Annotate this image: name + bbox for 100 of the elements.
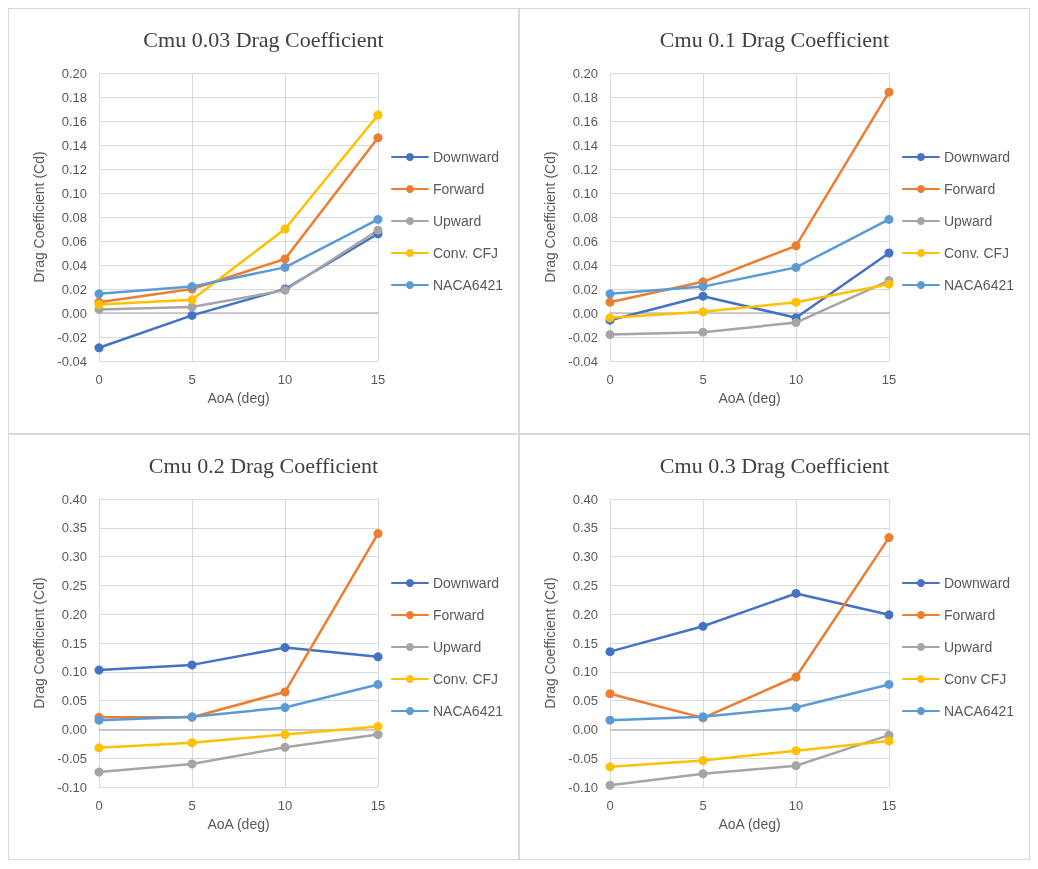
point — [884, 533, 894, 543]
y-tick-label: 0.00 — [61, 305, 87, 321]
y-tick-label: 0.20 — [61, 606, 87, 622]
x-axis-title: AoA (deg) — [207, 816, 270, 832]
y-axis-title: Drag Coefficient (Cd) — [542, 151, 559, 283]
point — [698, 756, 708, 765]
point — [698, 291, 708, 301]
y-tick-label: 0.00 — [61, 721, 87, 737]
y-tick-label: 0.04 — [61, 257, 87, 273]
x-tick-label: 15 — [370, 798, 386, 813]
x-tick-label: 0 — [95, 372, 103, 387]
y-tick-label: 0.20 — [572, 65, 598, 81]
legend-label: Forward — [943, 607, 996, 623]
point — [94, 289, 104, 299]
y-tick-label: 0.05 — [61, 693, 87, 709]
y-tick-label: 0.15 — [61, 635, 87, 651]
y-tick-label: 0.04 — [572, 257, 598, 273]
x-tick-label: 15 — [881, 372, 897, 387]
legend-label: Forward — [432, 181, 485, 197]
x-tick-label: 0 — [95, 798, 103, 813]
y-tick-label: 0.06 — [61, 233, 87, 249]
x-tick-label: 10 — [788, 798, 804, 813]
point — [187, 738, 197, 748]
legend-label: Upward — [432, 639, 482, 655]
point — [373, 225, 383, 235]
point — [94, 743, 104, 753]
point — [187, 759, 197, 769]
point — [605, 762, 615, 772]
y-tick-label: 0.00 — [572, 721, 598, 737]
y-tick-label: 0.25 — [61, 577, 87, 593]
x-axis-title: AoA (deg) — [207, 390, 270, 406]
y-tick-label: 0.10 — [61, 185, 87, 201]
legend-label: Conv. CFJ — [432, 245, 499, 261]
x-tick-label: 0 — [606, 372, 614, 387]
point — [605, 289, 615, 299]
x-tick-label: 5 — [699, 798, 707, 813]
point — [280, 254, 290, 264]
y-tick-label: 0.05 — [572, 693, 598, 709]
y-tick-label: 0.20 — [572, 606, 598, 622]
legend-label: NACA6421 — [943, 703, 1015, 719]
y-tick-label: 0.25 — [572, 577, 598, 593]
y-tick-label: 0.08 — [61, 209, 87, 225]
chart-title: Cmu 0.1 Drag Coefficient — [659, 26, 890, 52]
point — [791, 672, 801, 682]
x-tick-label: 15 — [881, 798, 897, 813]
point — [884, 248, 894, 258]
point — [605, 689, 615, 699]
legend-label: Upward — [943, 639, 993, 655]
x-tick-label: 0 — [606, 798, 614, 813]
point — [791, 262, 801, 272]
y-tick-label: 0.30 — [572, 549, 598, 565]
y-tick-label: 0.35 — [572, 520, 598, 536]
y-tick-label: 0.08 — [572, 209, 598, 225]
x-axis-title: AoA (deg) — [718, 390, 781, 406]
point — [791, 761, 801, 771]
point — [280, 643, 290, 653]
point — [698, 307, 708, 317]
y-tick-label: 0.30 — [61, 549, 87, 565]
legend-label: Conv. CFJ — [943, 245, 1010, 261]
x-tick-label: 15 — [370, 372, 386, 387]
y-tick-label: 0.02 — [572, 281, 598, 297]
point — [373, 133, 383, 143]
y-axis-title: Drag Coefficient (Cd) — [31, 577, 48, 709]
y-tick-label: 0.14 — [572, 137, 598, 153]
y-tick-label: -0.02 — [568, 329, 598, 345]
chart-title: Cmu 0.2 Drag Coefficient — [148, 452, 379, 478]
point — [791, 318, 801, 328]
y-tick-label: 0.02 — [61, 281, 87, 297]
y-tick-label: -0.05 — [57, 750, 87, 766]
point — [791, 703, 801, 713]
y-tick-label: 0.12 — [572, 161, 598, 177]
y-tick-label: 0.16 — [61, 113, 87, 129]
point — [791, 297, 801, 307]
point — [698, 282, 708, 292]
legend-label: NACA6421 — [432, 703, 504, 719]
y-tick-label: 0.10 — [572, 664, 598, 680]
y-tick-label: 0.35 — [61, 520, 87, 536]
point — [187, 660, 197, 670]
point — [373, 722, 383, 732]
x-tick-label: 5 — [188, 798, 196, 813]
point — [280, 703, 290, 713]
y-tick-label: -0.04 — [57, 353, 87, 369]
point — [698, 327, 708, 337]
point — [280, 730, 290, 740]
legend-label: Forward — [432, 607, 485, 623]
point — [605, 715, 615, 725]
point — [791, 746, 801, 756]
y-tick-label: 0.40 — [61, 491, 87, 507]
y-tick-label: -0.04 — [568, 353, 598, 369]
y-tick-label: 0.12 — [61, 161, 87, 177]
legend-label: Forward — [943, 181, 996, 197]
point — [884, 214, 894, 224]
point — [280, 742, 290, 752]
y-tick-label: 0.00 — [572, 305, 598, 321]
y-tick-label: 0.15 — [572, 635, 598, 651]
x-tick-label: 5 — [699, 372, 707, 387]
y-axis-title: Drag Coefficient (Cd) — [542, 577, 559, 709]
x-axis-title: AoA (deg) — [718, 816, 781, 832]
point — [373, 529, 383, 539]
y-tick-label: 0.18 — [572, 89, 598, 105]
